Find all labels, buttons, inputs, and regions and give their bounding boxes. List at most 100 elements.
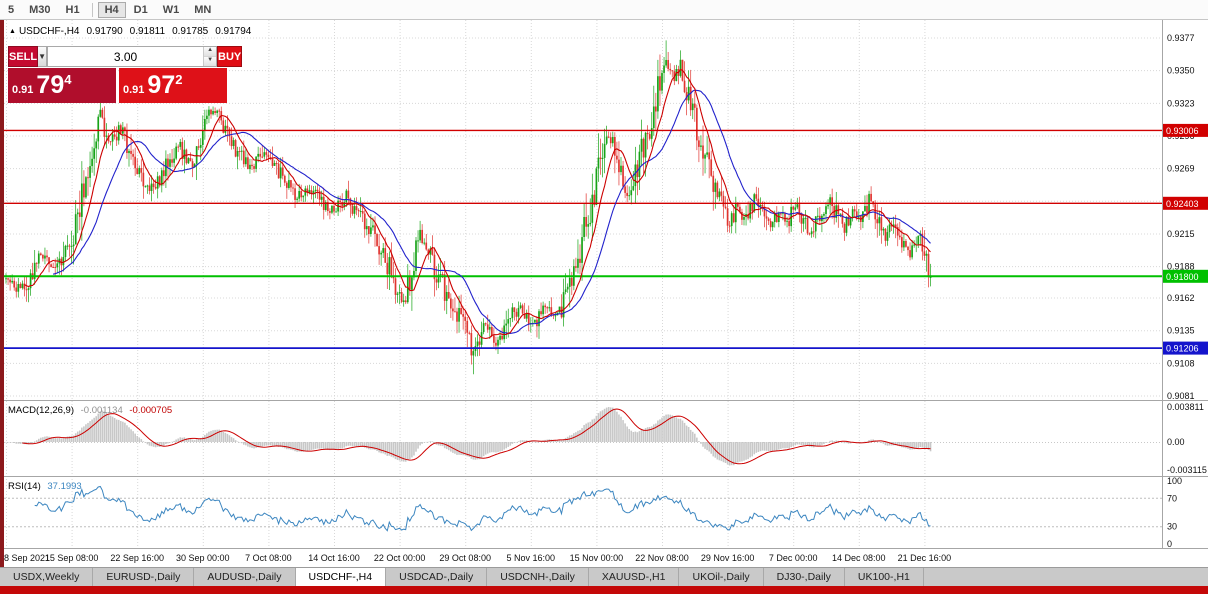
rsi-indicator-label: RSI(14) 37.1993 [8,481,82,492]
chart-tab-usdchf-h4[interactable]: USDCHF-,H4 [295,568,387,586]
price-badge-0.92403 [1163,196,1208,210]
sell-button[interactable]: SELL [8,46,39,67]
chart-tab-usdx-weekly[interactable]: USDX,Weekly [0,568,94,586]
macd-value: -0.001134 [80,405,123,416]
time-axis-label: 21 Dec 16:00 [898,553,952,563]
price-axis-label: 0.9269 [1167,164,1195,174]
chart-tab-eurusd-daily[interactable]: EURUSD-,Daily [93,568,195,586]
time-axis-label: 22 Nov 08:00 [635,553,689,563]
macd-axis-label: 0.00 [1167,437,1185,447]
buy-price-display[interactable]: 0.91 97 2 [119,68,227,103]
price-axis-label: 0.9215 [1167,229,1195,239]
chart-tab-dj30-daily[interactable]: DJ30-,Daily [763,568,845,586]
triangle-up-icon: ▲ [9,28,16,35]
rsi-axis-label: 100 [1167,476,1182,486]
chart-tab-usdcnh-daily[interactable]: USDCNH-,Daily [487,568,589,586]
time-axis-label: 29 Nov 16:00 [701,553,755,563]
chart-tab-xauusd-h1[interactable]: XAUUSD-,H1 [588,568,680,586]
ma-fast-line [24,68,931,340]
volume-field-wrap: ▲ ▼ [47,46,218,67]
chart-tab-audusd-daily[interactable]: AUDUSD-,Daily [194,568,296,586]
price-badge-0.91800 [1163,269,1208,283]
sell-price-big: 79 [36,70,65,99]
price-axis-label: 0.9323 [1167,98,1195,108]
timeframe-button-m30[interactable]: M30 [22,2,57,18]
macd-axis-label: 0.003811 [1167,402,1204,412]
price-axis-label: 0.9162 [1167,293,1195,303]
rsi-axis-label: 70 [1167,493,1177,503]
sell-price-pip: 4 [64,72,72,87]
chart-tab-ukoil-daily[interactable]: UKOil-,Daily [679,568,764,586]
price-axis-label: 0.9135 [1167,326,1195,336]
time-axis-label: 5 Nov 16:00 [507,553,556,563]
timeframe-toolbar: 5 M30 H1 H4 D1 W1 MN [0,0,1208,20]
price-axis-label: 0.9081 [1167,391,1195,401]
price-badge-text: 0.91800 [1166,272,1199,282]
volume-preset-dropdown[interactable]: ▼ [38,46,48,67]
price-axis-label: 0.9377 [1167,33,1195,43]
one-click-trading-panel: SELL ▼ ▲ ▼ BUY 0.91 79 4 0.91 97 [8,46,243,103]
timeframe-button-w1[interactable]: W1 [156,2,187,18]
ohlc-info: ▲ USDCHF-,H4 0.91790 0.91811 0.91785 0.9… [9,26,251,37]
ohlc-low: 0.91785 [172,26,209,37]
macd-axis-label: -0.003115 [1167,465,1207,475]
sell-price-display[interactable]: 0.91 79 4 [8,68,116,103]
timeframe-button-mn[interactable]: MN [187,2,218,18]
rsi-name: RSI(14) [8,481,41,492]
buy-price-prefix: 0.91 [123,84,145,96]
price-badge-text: 0.93006 [1166,126,1199,136]
price-axis-label: 0.9350 [1167,66,1195,76]
chart-tab-usdcad-daily[interactable]: USDCAD-,Daily [386,568,488,586]
volume-increase-button[interactable]: ▲ [204,47,217,57]
time-axis-label: 22 Oct 00:00 [374,553,426,563]
rsi-line [34,485,931,532]
sell-price-prefix: 0.91 [12,84,34,96]
rsi-value: 37.1993 [47,481,82,492]
timeframe-button-h1[interactable]: H1 [59,2,87,18]
time-axis-label: 7 Dec 00:00 [769,553,818,563]
chevron-down-icon: ▼ [38,52,47,61]
price-badge-text: 0.91206 [1166,344,1199,354]
time-axis-label: 15 Sep 08:00 [45,553,99,563]
rsi-axis-label: 30 [1167,522,1177,532]
macd-signal-line [22,408,931,465]
price-badge-0.91206 [1163,341,1208,355]
price-axis-label: 0.9108 [1167,358,1195,368]
buy-button[interactable]: BUY [217,46,243,67]
volume-spinner: ▲ ▼ [203,47,217,66]
time-axis-label: 22 Sep 16:00 [110,553,164,563]
buy-price-pip: 2 [175,72,183,87]
price-badge-text: 0.92403 [1166,199,1199,209]
price-badge-0.93006 [1163,123,1208,137]
rsi-axis-label: 0 [1167,539,1172,549]
bottom-status-strip [0,586,1208,594]
time-axis-label: 14 Oct 16:00 [308,553,360,563]
time-axis-label: 29 Oct 08:00 [439,553,491,563]
chart-symbol-period: USDCHF-,H4 [18,26,80,37]
buy-price-big: 97 [147,70,176,99]
ohlc-close: 0.91794 [215,26,252,37]
macd-indicator-label: MACD(12,26,9) -0.001134 -0.000705 [8,405,172,416]
time-axis-label: 15 Nov 00:00 [570,553,624,563]
timeframe-button-h4[interactable]: H4 [97,1,126,18]
toolbar-separator [91,2,93,17]
chart-tab-bar: USDX,Weekly EURUSD-,Daily AUDUSD-,Daily USD… [0,567,1208,586]
volume-decrease-button[interactable]: ▼ [204,57,217,66]
ma-slow-line [52,89,931,335]
left-edge-strip [0,20,4,567]
macd-name: MACD(12,26,9) [8,405,74,416]
volume-input[interactable] [48,47,204,66]
timeframe-button-5[interactable]: 5 [1,2,21,18]
time-axis-label: 30 Sep 00:00 [176,553,230,563]
chart-tab-uk100-h1[interactable]: UK100-,H1 [844,568,924,586]
time-axis-label: 14 Dec 08:00 [832,553,886,563]
timeframe-button-d1[interactable]: D1 [127,2,155,18]
price-axis-label: 0.9188 [1167,262,1195,272]
ohlc-open: 0.91790 [86,26,123,37]
time-axis-label: 7 Oct 08:00 [245,553,292,563]
ohlc-high: 0.91811 [129,26,166,37]
time-axis-label: 8 Sep 2021 [4,553,50,563]
macd-signal-value: -0.000705 [129,405,173,416]
